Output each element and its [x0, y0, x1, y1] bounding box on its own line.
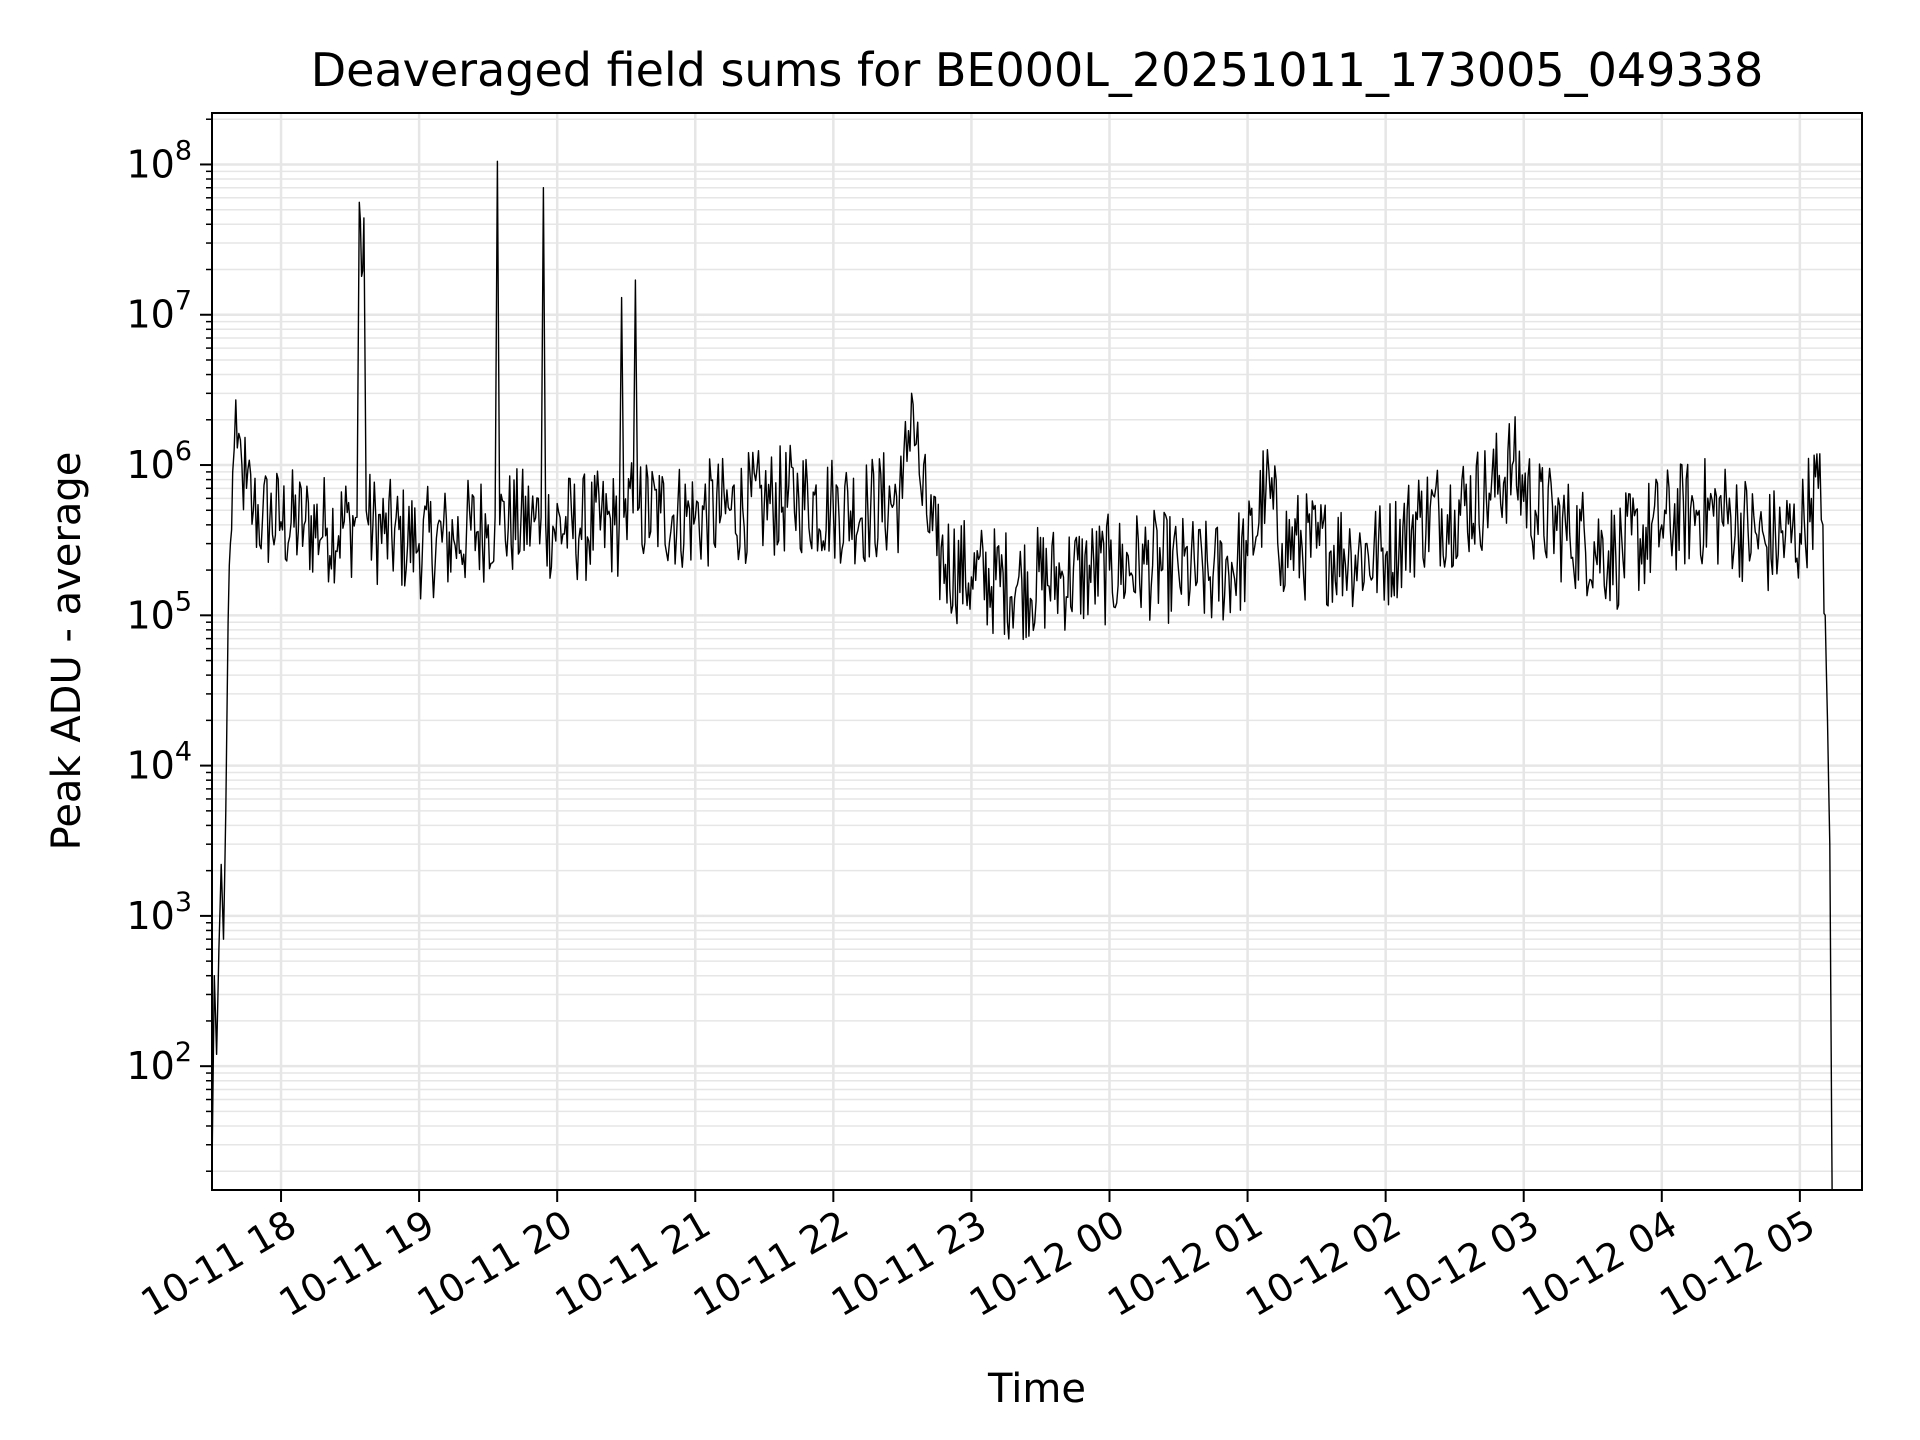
y-tick-label: 103: [126, 887, 192, 938]
y-tick-label: 106: [126, 436, 192, 487]
y-tick-label: 104: [126, 737, 192, 788]
y-tick-label: 102: [126, 1037, 192, 1088]
y-axis-label: Peak ADU - average: [44, 452, 90, 851]
y-tick-label: 105: [126, 586, 192, 637]
grid-lines: [212, 113, 1862, 1190]
y-tick-label: 108: [126, 135, 192, 186]
y-tick-label: 107: [126, 286, 192, 337]
plot-area: [211, 160, 1833, 1191]
x-axis-label: Time: [987, 1366, 1086, 1412]
y-axis: 102 103 104 105 106 107 108: [126, 118, 212, 1172]
chart-title: Deaveraged field sums for BE000L_2025101…: [311, 43, 1764, 97]
axes-frame: [211, 112, 1863, 1191]
data-series-line: [211, 160, 1833, 1191]
